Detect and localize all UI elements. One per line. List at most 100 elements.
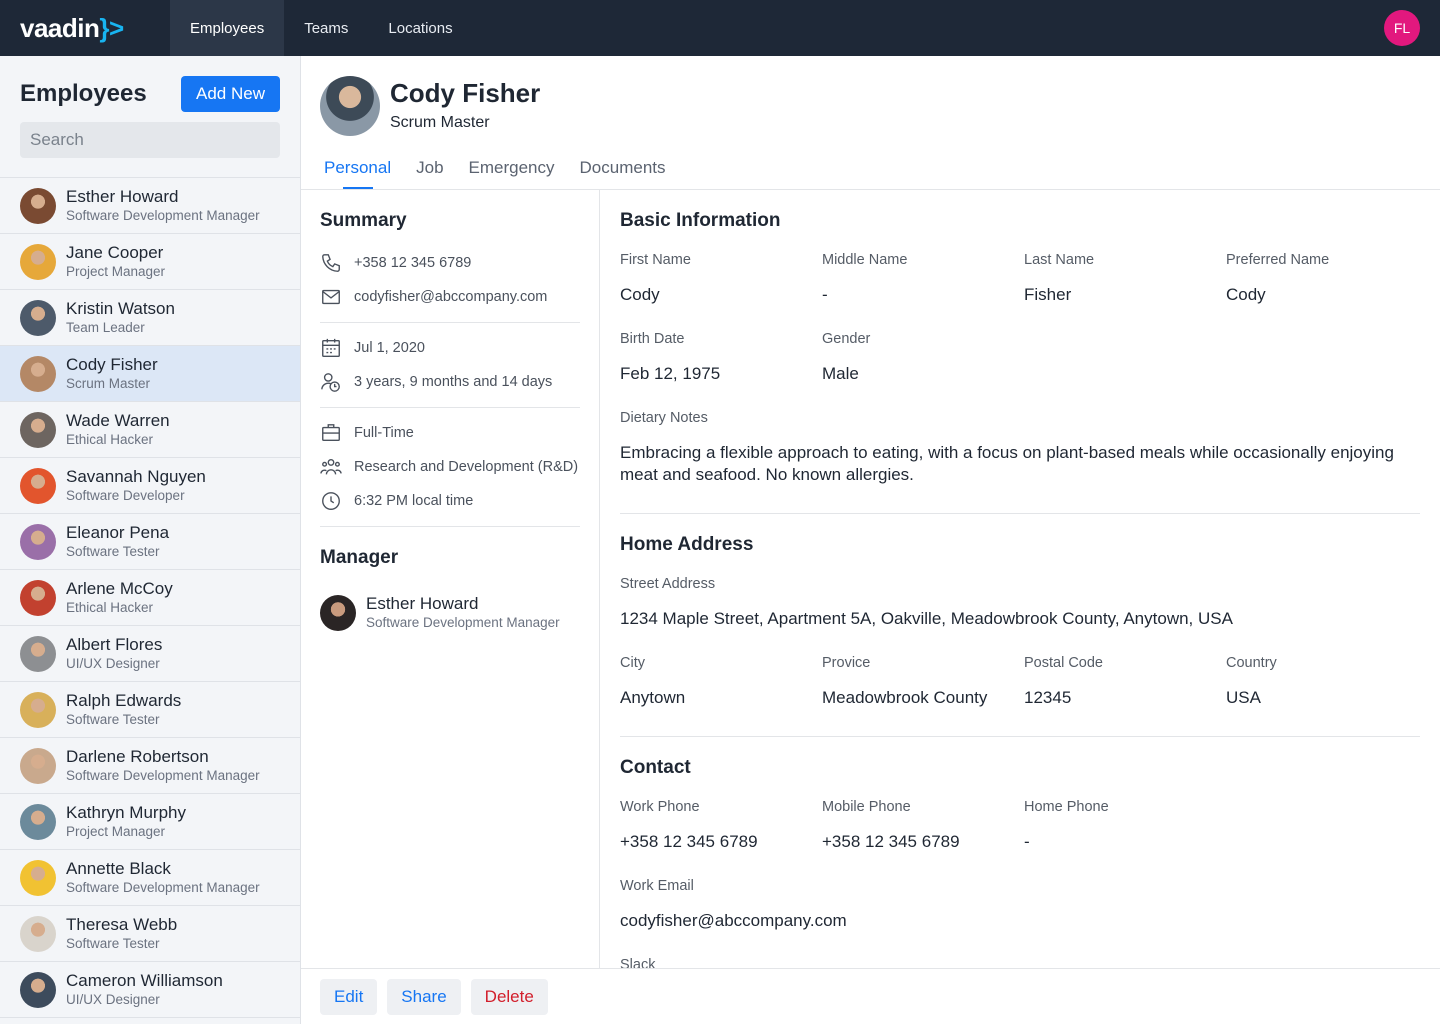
employee-avatar [20,860,56,896]
field: Street Address 1234 Maple Street, Apartme… [620,576,1428,630]
field-label: Gender [822,331,871,347]
employee-item[interactable]: Kathryn Murphy Project Manager [0,794,300,850]
icon [322,492,340,510]
action-button[interactable]: Share [387,979,461,1015]
section-title: Basic Information [620,210,781,231]
section-title: Home Address [620,534,754,555]
employee-avatar [20,748,56,784]
field-value: - [822,285,828,304]
summary-item: Full-Time [320,416,580,450]
icon [320,458,342,475]
icon [322,254,340,272]
field: Slack [620,957,1428,968]
employee-name: Darlene Robertson [66,747,209,766]
employee-role: UI/UX Designer [66,992,160,1007]
field-row: Work Email codyfisher@abccompany.com [620,878,1420,932]
employee-name: Eleanor Pena [66,523,170,542]
add-button[interactable]: Add New [181,76,280,112]
employee-role: Scrum Master [66,376,151,391]
nav-item[interactable]: Locations [388,19,453,37]
employee-name: Wade Warren [66,411,170,430]
action-button[interactable]: Delete [470,979,548,1015]
field-label: Work Email [620,878,694,894]
summary-text: Research and Development (R&D) [354,459,579,475]
summary-item: +358 12 345 6789 [320,246,580,280]
field-label: City [620,655,645,671]
field-label: Street Address [620,576,716,592]
employee-item[interactable]: Kristin Watson Team Leader [0,290,300,346]
field-value: Cody [620,285,660,304]
employee-item[interactable]: Arlene McCoy Ethical Hacker [0,570,300,626]
user-avatar[interactable]: FL [1384,10,1420,46]
top-nav: vaadin}> Employees Teams Locations FL [0,0,1440,56]
employee-role: Software Tester [66,712,160,727]
manager-title: Manager [320,547,399,568]
summary-text: 6:32 PM local time [354,493,474,509]
employee-item[interactable]: Albert Flores UI/UX Designer [0,626,300,682]
employee-item[interactable]: Cody Fisher Scrum Master [0,346,300,402]
employee-item[interactable]: Wade Warren Ethical Hacker [0,402,300,458]
field: Gender Male [822,331,1024,385]
action-button[interactable]: Edit [320,979,378,1015]
sidebar-title: Employees [20,80,147,107]
tab[interactable]: Job [416,158,444,177]
employee-item[interactable]: Esther Howard Software Development Manage… [0,178,300,234]
field: City Anytown [620,655,822,709]
brand-logo[interactable]: vaadin}> [0,0,170,56]
employee-item[interactable]: Annette Black Software Development Manage… [0,850,300,906]
summary-group: +358 12 345 6789 codyfisher@abccompany.co… [320,238,580,323]
employee-name: Ralph Edwards [66,691,182,710]
field-label: Birth Date [620,331,685,347]
nav-item[interactable]: Teams [304,19,349,37]
employee-item[interactable]: Darlene Robertson Software Development Ma… [0,738,300,794]
employee-avatar [20,804,56,840]
section: Basic Information First Name Cody Middle Na… [620,190,1420,514]
field: Postal Code 12345 [1024,655,1226,709]
field-row: Street Address 1234 Maple Street, Apartme… [620,576,1420,630]
field-value: 12345 [1024,688,1072,707]
search-input[interactable]: Search [20,122,280,158]
field-row: Birth Date Feb 12, 1975 Gender Male [620,331,1420,385]
employee-avatar [20,188,56,224]
summary-item: Research and Development (R&D) [320,450,580,484]
employee-item[interactable]: Theresa Webb Software Tester [0,906,300,962]
employee-role: Ethical Hacker [66,432,154,447]
field: Preferred Name Cody [1226,252,1428,306]
icon [321,373,340,392]
employee-item[interactable]: Jane Cooper Project Manager [0,234,300,290]
field: Provice Meadowbrook County [822,655,1024,709]
tab[interactable]: Emergency [468,158,555,177]
summary-item: Jul 1, 2020 [320,331,580,365]
nav-item[interactable]: Employees [170,0,285,56]
field: Middle Name - [822,252,1024,306]
profile-name: Cody Fisher [390,78,541,108]
summary-group: Full-Time Research and Development (R&D) 6… [320,408,580,526]
employee-name: Cody Fisher [66,355,158,374]
employee-avatar [20,972,56,1008]
employee-item[interactable]: Eleanor Pena Software Tester [0,514,300,570]
field-value: - [1024,832,1030,851]
manager-name: Esther Howard [366,594,479,613]
field-value: Anytown [620,688,686,707]
employee-item[interactable]: Savannah Nguyen Software Developer [0,458,300,514]
tab[interactable]: Personal [324,158,391,189]
employee-name: Kristin Watson [66,299,175,318]
brand-word: vaadin [20,12,100,43]
employee-item[interactable]: Ralph Edwards Software Tester [0,682,300,738]
employee-avatar [20,300,56,336]
field-label: Provice [822,655,871,671]
field: Work Phone +358 12 345 6789 [620,799,822,853]
section-title: Contact [620,757,691,778]
employee-avatar [20,356,56,392]
tab[interactable]: Documents [579,158,666,177]
employee-name: Annette Black [66,859,171,878]
employee-role: Software Development Manager [66,880,260,895]
manager-card[interactable]: Esther Howard Software Development Manag… [320,583,580,643]
employee-name: Arlene McCoy [66,579,173,598]
employee-avatar [20,692,56,728]
employee-role: UI/UX Designer [66,656,160,671]
employee-item[interactable]: Cameron Williamson UI/UX Designer [0,962,300,1018]
summary-text: Full-Time [354,425,414,441]
employee-avatar [20,916,56,952]
section: Contact Work Phone +358 12 345 6789 Mobile … [620,737,1420,968]
